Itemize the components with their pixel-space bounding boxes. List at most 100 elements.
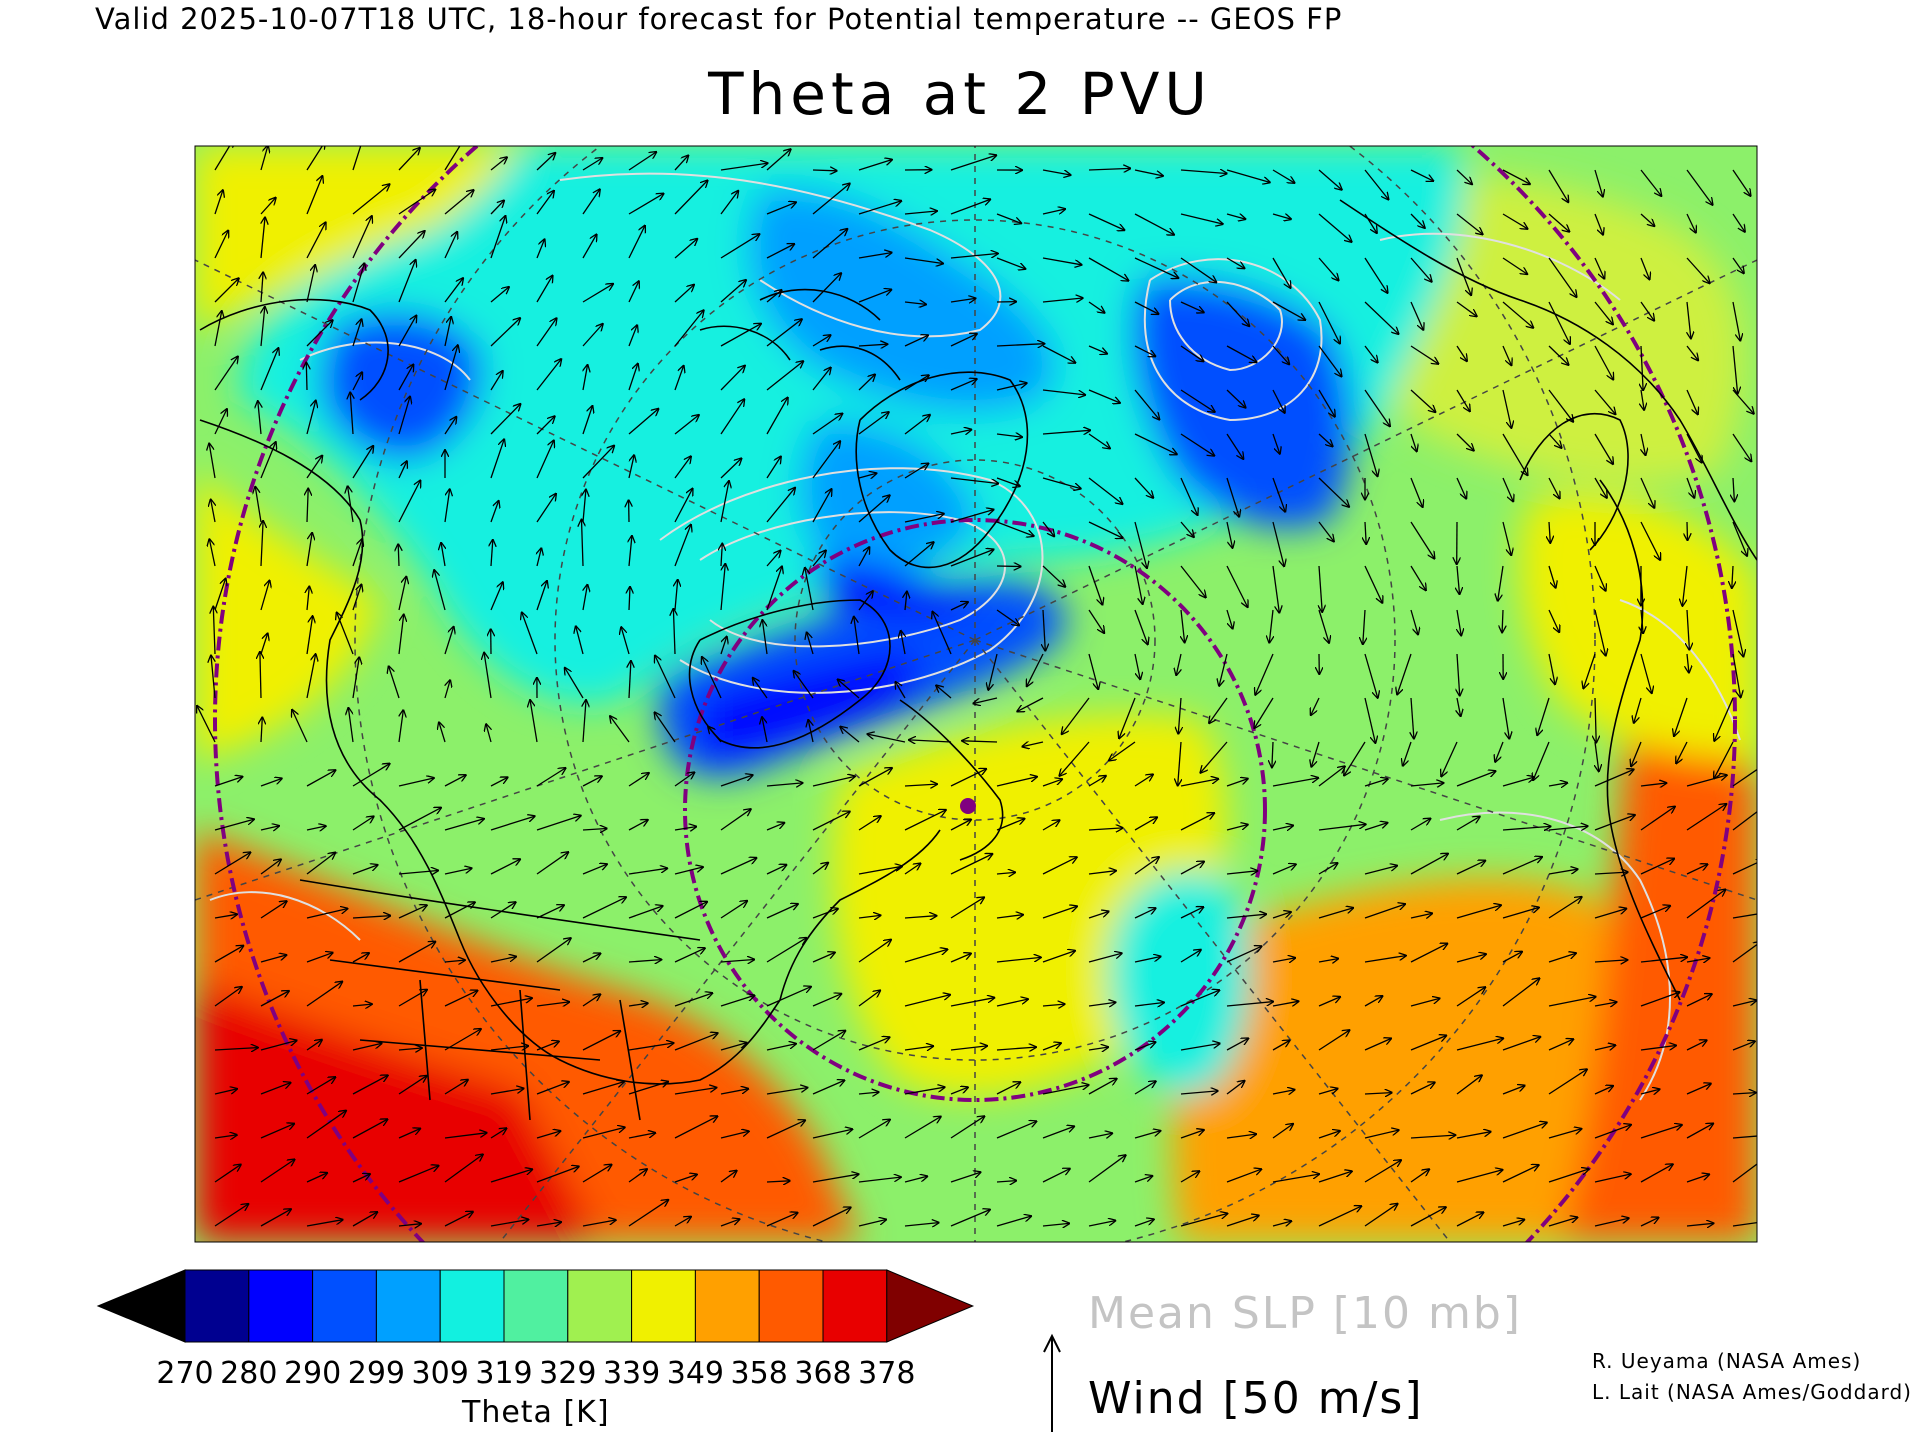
wind-arrow <box>1180 862 1204 875</box>
wind-arrow <box>214 819 254 831</box>
coastline-alaska <box>199 298 389 401</box>
wind-arrow <box>1272 1174 1319 1183</box>
wind-arrow <box>858 1120 890 1139</box>
wind-arrow <box>766 202 796 215</box>
wind-arrow <box>766 987 811 1007</box>
wind-arrow <box>812 1031 845 1051</box>
wind-arrow <box>950 430 971 434</box>
wind-arrow <box>1364 1039 1391 1051</box>
wind-arrow <box>858 1220 886 1227</box>
wind-arrow <box>1272 214 1291 219</box>
wind-arrow <box>490 318 520 347</box>
wind-arrow <box>812 1174 859 1183</box>
wind-arrow <box>1410 998 1440 1007</box>
wind-arrow <box>674 415 699 435</box>
wind-arrow <box>1410 783 1443 786</box>
map-frame <box>194 145 1758 1243</box>
wind-arrow <box>214 1204 248 1227</box>
wind-arrow <box>260 826 279 830</box>
wind-arrow <box>490 816 535 831</box>
colorbar-tick-label: 349 <box>666 1356 725 1391</box>
wind-arrow <box>352 916 390 918</box>
wind-arrow <box>1180 990 1219 1007</box>
wind-arrow <box>1640 477 1654 508</box>
wind-arrow <box>1410 389 1435 412</box>
wind-arrow <box>1201 741 1228 773</box>
wind-arrow <box>766 398 788 435</box>
wind-arrow <box>1594 213 1603 235</box>
wind-arrow <box>950 854 992 875</box>
wind-arrow <box>306 320 333 347</box>
wind-arrow <box>214 777 242 787</box>
wind-arrow <box>1042 345 1075 363</box>
wind-arrow <box>1254 697 1274 728</box>
wind-arrow <box>352 817 374 831</box>
wind-arrow <box>1364 1204 1398 1227</box>
wind-arrow <box>950 769 986 787</box>
wind-arrow <box>214 579 226 611</box>
wind-arrow <box>261 307 265 347</box>
wind-arrow <box>1364 565 1382 603</box>
wind-arrow <box>674 285 694 303</box>
wind-arrow <box>536 852 568 875</box>
wind-arrow <box>490 582 503 611</box>
wind-arrow <box>766 938 806 963</box>
wind-arrow <box>1456 213 1483 234</box>
wind-arrow <box>214 146 233 171</box>
wind-arrow <box>720 366 745 391</box>
wind-arrow <box>306 176 322 215</box>
wind-arrow <box>1226 345 1257 362</box>
wind-arrow <box>582 864 607 875</box>
wind-arrow <box>260 348 278 391</box>
wind-arrow <box>628 868 667 875</box>
wind-arrow <box>996 383 1027 391</box>
wind-arrow <box>1088 345 1107 354</box>
wind-arrow <box>950 820 971 831</box>
wind-arrow <box>950 334 977 347</box>
wind-arrow <box>1088 1002 1115 1006</box>
wind-arrow <box>582 1031 620 1051</box>
wind-arrow <box>1318 169 1342 190</box>
wind-arrow <box>352 764 390 787</box>
wind-arrow <box>973 697 998 704</box>
wind-arrow <box>1456 169 1472 184</box>
wind-arrow <box>1732 860 1757 875</box>
wind-arrow <box>720 191 738 215</box>
wind-arrow <box>536 768 566 787</box>
wind-arrow <box>444 868 472 875</box>
wind-arrow <box>904 335 928 347</box>
wind-arrow <box>582 1220 616 1227</box>
wind-arrow <box>996 777 1037 787</box>
wind-arrow <box>1631 741 1642 766</box>
colorbar-underflow-triangle <box>96 1269 186 1343</box>
wind-arrow <box>1732 1221 1757 1227</box>
wind-arrow <box>1088 1221 1115 1227</box>
wind-arrow <box>628 226 645 259</box>
wind-arrow <box>708 727 722 743</box>
wind-arrow <box>260 991 289 1007</box>
wind-arrow <box>1548 897 1582 919</box>
wind-arrow <box>674 1088 716 1095</box>
meridian-line <box>974 639 1757 901</box>
wind-arrow <box>1088 912 1109 919</box>
wind-arrow <box>1226 433 1243 459</box>
wind-arrow <box>1687 301 1691 338</box>
wind-arrow <box>352 657 359 699</box>
wind-arrow <box>1180 779 1218 787</box>
wind-arrow <box>1674 697 1688 736</box>
region-rings <box>213 146 1737 1242</box>
wind-arrow <box>628 1133 655 1139</box>
wind-arrow <box>812 441 840 479</box>
inner-ring <box>683 518 1267 1102</box>
wind-arrow <box>904 1223 939 1226</box>
wind-arrow <box>812 368 831 391</box>
wind-arrow <box>1226 1169 1261 1183</box>
location-marker <box>960 798 976 814</box>
wind-arrow <box>1042 477 1081 489</box>
wind-arrow <box>1364 866 1397 875</box>
wind-arrow <box>812 909 838 919</box>
wind-arrow <box>1134 653 1140 679</box>
wind-arrow <box>1641 433 1646 455</box>
wind-arrow <box>1594 565 1606 591</box>
wind-arrow <box>490 216 505 259</box>
